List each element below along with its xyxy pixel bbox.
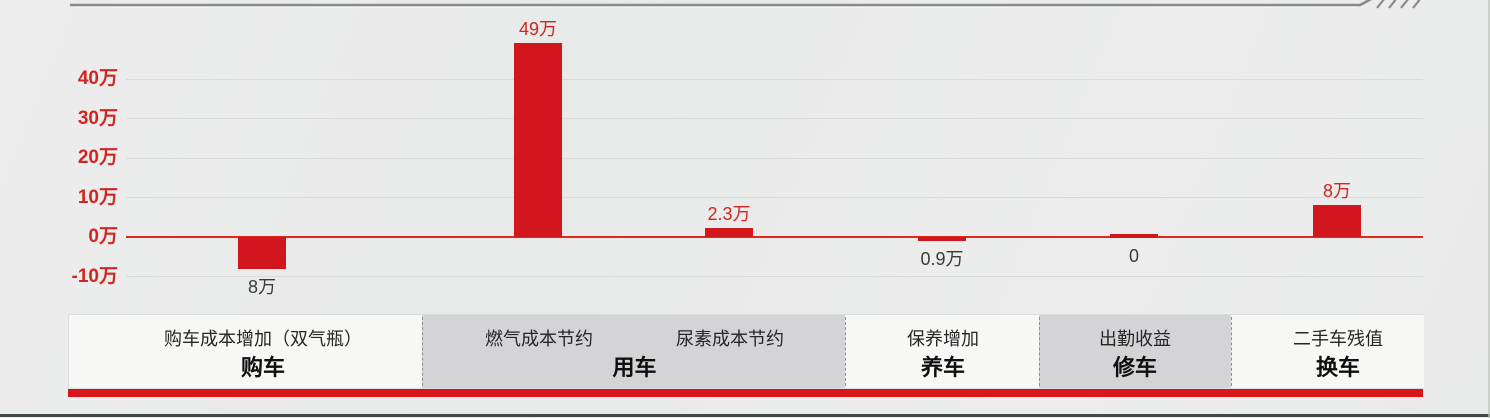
group-label: 换车 xyxy=(1315,355,1361,380)
y-tick-label: 0万 xyxy=(88,226,118,247)
category-band: 购车成本增加（双气瓶） 购车 燃气成本节约 尿素成本节约 用车 保养增加 养车 出勤收益 修车二… xyxy=(68,314,1424,389)
bar xyxy=(238,237,286,269)
band-red-underline xyxy=(68,389,1423,397)
bar xyxy=(1110,234,1158,238)
speed-lines-icon xyxy=(1376,0,1421,9)
dashed-separator xyxy=(1231,317,1232,386)
gridline xyxy=(126,276,1423,277)
bar xyxy=(918,237,966,241)
bottom-edge-line xyxy=(0,414,1490,417)
group-label: 养车 xyxy=(920,355,966,380)
y-tick-label: 30万 xyxy=(77,107,118,129)
category-label: 尿素成本节约 xyxy=(676,329,784,349)
bar-value-label: 8万 xyxy=(247,276,276,297)
band-section: 燃气成本节约 尿素成本节约 用车 xyxy=(422,315,845,388)
group-label: 购车 xyxy=(240,355,286,380)
bar-value-label: 0.9万 xyxy=(920,248,964,269)
gridline xyxy=(126,78,1423,80)
band-section: 保养增加 养车 xyxy=(845,315,1039,388)
bar-value-label: 8万 xyxy=(1322,181,1351,202)
dashed-separator xyxy=(845,317,846,386)
bar xyxy=(514,43,562,237)
group-label: 用车 xyxy=(612,355,657,380)
category-label: 保养增加 xyxy=(907,329,979,349)
bar xyxy=(1313,205,1361,237)
top-frame-decoration xyxy=(70,0,1421,9)
category-label: 二手车残值 xyxy=(1293,329,1383,349)
gridline xyxy=(126,157,1423,159)
gridline xyxy=(126,118,1423,119)
category-label: 出勤收益 xyxy=(1099,329,1171,349)
bar-value-label: 2.3万 xyxy=(707,203,751,224)
y-tick-label: 20万 xyxy=(77,147,118,168)
band-section: 购车成本增加（双气瓶） 购车 xyxy=(69,315,422,388)
band-section: 出勤收益 修车 xyxy=(1039,315,1231,388)
dashed-separator xyxy=(1039,317,1040,386)
dashed-separator xyxy=(422,317,423,386)
gridline xyxy=(126,197,1423,198)
y-tick-label: 40万 xyxy=(77,68,118,89)
group-label: 修车 xyxy=(1112,355,1158,380)
bar-value-label: 49万 xyxy=(518,19,558,40)
category-label: 燃气成本节约 xyxy=(485,329,593,349)
y-tick-label: -10万 xyxy=(71,265,118,287)
band-section: 二手车残值 换车 xyxy=(1231,315,1424,388)
bar xyxy=(705,227,753,237)
bar-value-label: 0 xyxy=(1128,246,1139,266)
y-tick-label: 10万 xyxy=(77,186,118,208)
right-edge-line xyxy=(1488,0,1490,418)
zero-axis-line xyxy=(126,236,1423,238)
category-label: 购车成本增加（双气瓶） xyxy=(164,329,362,349)
